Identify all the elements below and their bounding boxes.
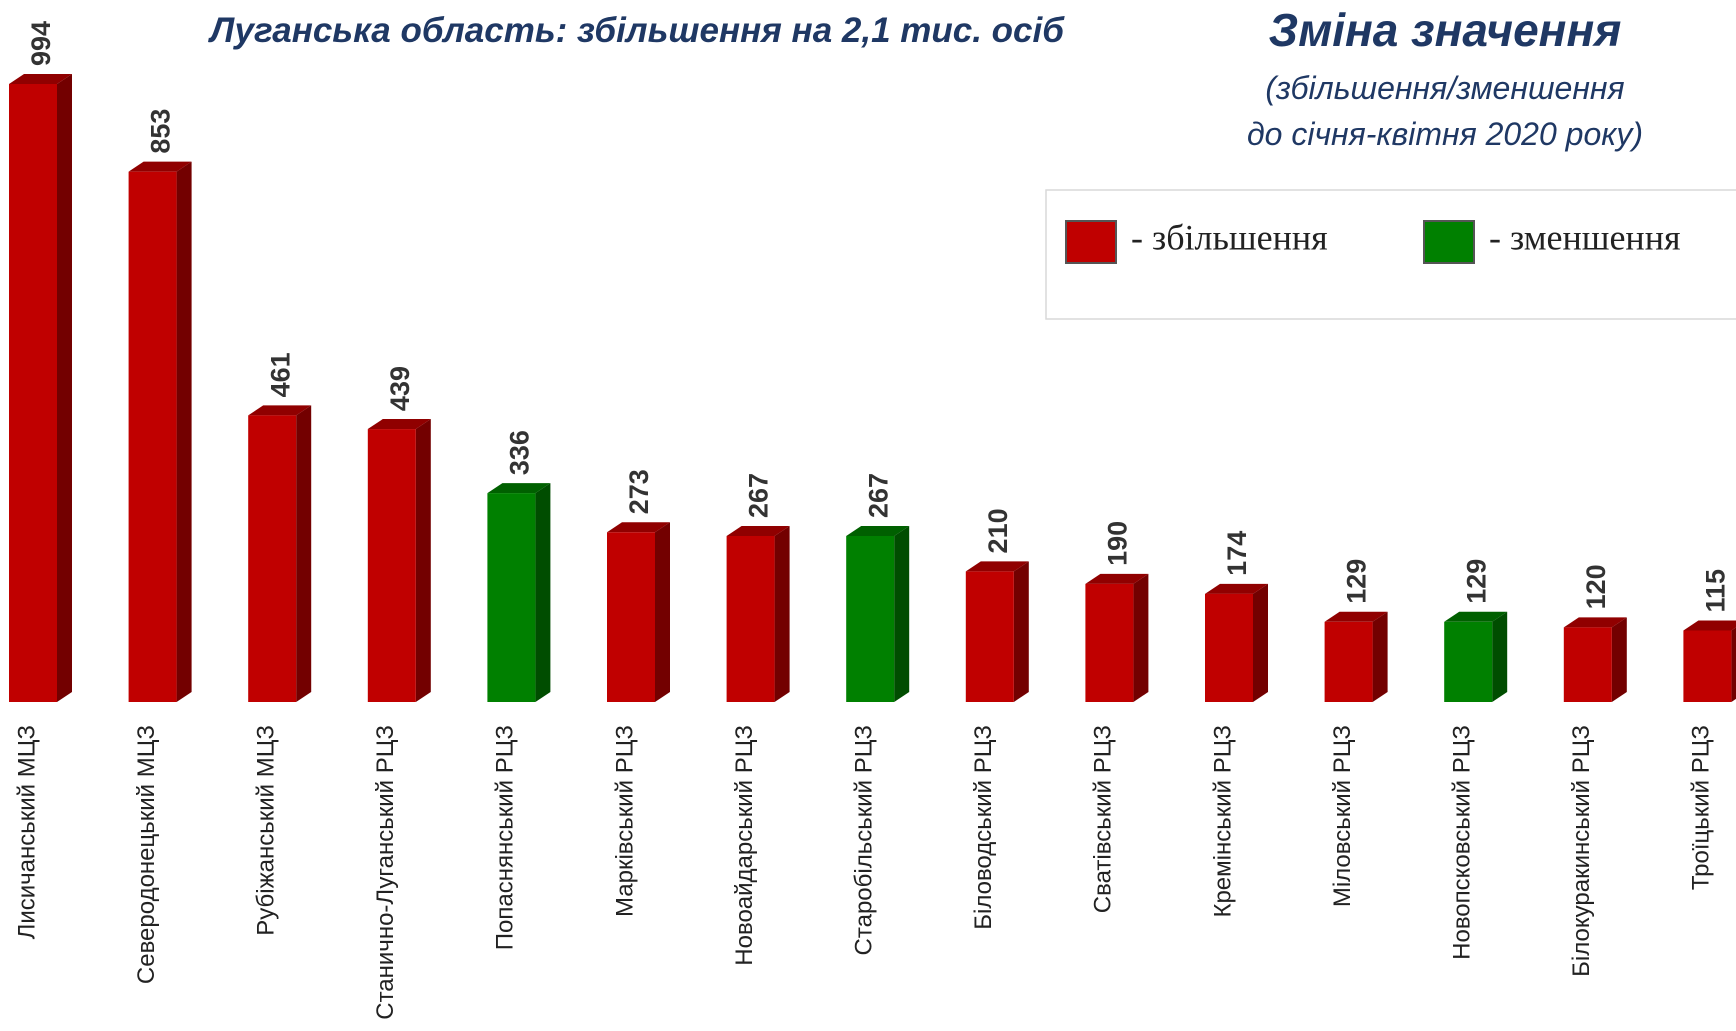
bar-top [1683,620,1736,631]
bar [1563,627,1612,702]
x-tick-label: Міловський РЦЗ [1329,725,1356,907]
bar-top [1444,611,1508,622]
legend-swatch [1423,220,1475,264]
value-label: 273 [624,469,654,514]
x-tick-label: Рубіжанський МЦЗ [253,725,280,936]
bar-side [1372,611,1388,702]
value-label: 439 [385,366,415,411]
value-label: 461 [265,352,295,397]
bar [726,535,775,702]
bar [1444,621,1493,702]
bar [248,415,297,702]
side-title: Зміна значення [1269,4,1622,56]
x-tick-label: Сватівський РЦЗ [1090,725,1117,913]
bar-side [1253,583,1268,702]
bar [1683,630,1732,702]
bar-side [1013,561,1029,702]
x-tick-label: Станично-Луганський РЦЗ [372,725,399,1020]
bar [607,532,655,702]
bar-top [367,419,431,430]
x-tick-label: Новопсковський РЦЗ [1449,725,1476,960]
x-tick-label: Старобільський РЦЗ [851,725,878,955]
bar-side [57,74,72,702]
value-label: 190 [1103,521,1133,566]
value-label: 129 [1461,559,1491,604]
subtitle: до січня-квітня 2020 року) [1247,116,1643,152]
value-label: 129 [1342,559,1372,604]
bar-top [965,561,1029,572]
bar [9,84,57,702]
x-tick-label: Новоайдарський РЦЗ [731,725,758,966]
bar [965,571,1014,702]
value-label: 115 [1701,569,1731,613]
bar-top [726,525,790,536]
bar-top [607,522,670,533]
value-label: 267 [863,473,893,518]
bar-side [655,522,670,702]
bar-top [9,74,72,84]
value-label: 336 [505,430,535,475]
value-label: 210 [983,508,1013,553]
bar-top [1205,583,1268,594]
x-tick-label: Лисичанський МЦЗ [13,725,40,939]
bar-side [774,525,790,702]
bar [367,429,416,702]
bar-top [846,525,910,536]
bar-top [1324,611,1388,622]
subtitle: (збільшення/зменшення [1265,70,1624,106]
bar [487,493,536,702]
legend-swatch [1065,220,1117,264]
value-label: 120 [1581,564,1611,609]
bar-side [535,483,551,702]
bar-side [415,419,431,702]
bar-side [176,161,192,702]
x-tick-label: Троїцький РЦЗ [1688,725,1715,890]
value-label: 853 [146,109,176,154]
bar-top [248,405,312,416]
x-tick-label: Попаснянський РЦЗ [492,725,519,950]
bar-top [487,483,551,494]
legend-label: - зменшення [1489,217,1681,257]
legend-label: - збільшення [1131,217,1328,257]
x-tick-label: Марківський РЦЗ [611,725,638,917]
bar-top [1085,573,1149,584]
bar-side [894,525,910,702]
bar-top [1563,617,1627,628]
bar-top [128,161,192,172]
bar-side [296,405,312,702]
x-tick-label: Северодонецький МЦЗ [133,725,160,984]
value-label: 267 [744,473,774,518]
chart-title: Луганська область: збільшення на 2,1 тис… [207,11,1065,50]
x-tick-label: Білокуракинський РЦЗ [1568,725,1595,977]
bar-side [1731,627,1736,702]
x-tick-label: Біловодський РЦЗ [970,725,997,930]
bar-side [1133,573,1149,702]
bar-side [1611,617,1627,702]
bar [1324,621,1373,702]
bar-side [1492,611,1508,702]
value-label: 994 [26,21,56,66]
bar [1085,583,1134,702]
value-label: 174 [1222,531,1252,576]
legend-box [1045,189,1736,320]
bar [128,171,177,702]
bar [846,535,895,702]
x-tick-label: Кремінський РЦЗ [1209,725,1236,918]
bar [1205,593,1253,702]
